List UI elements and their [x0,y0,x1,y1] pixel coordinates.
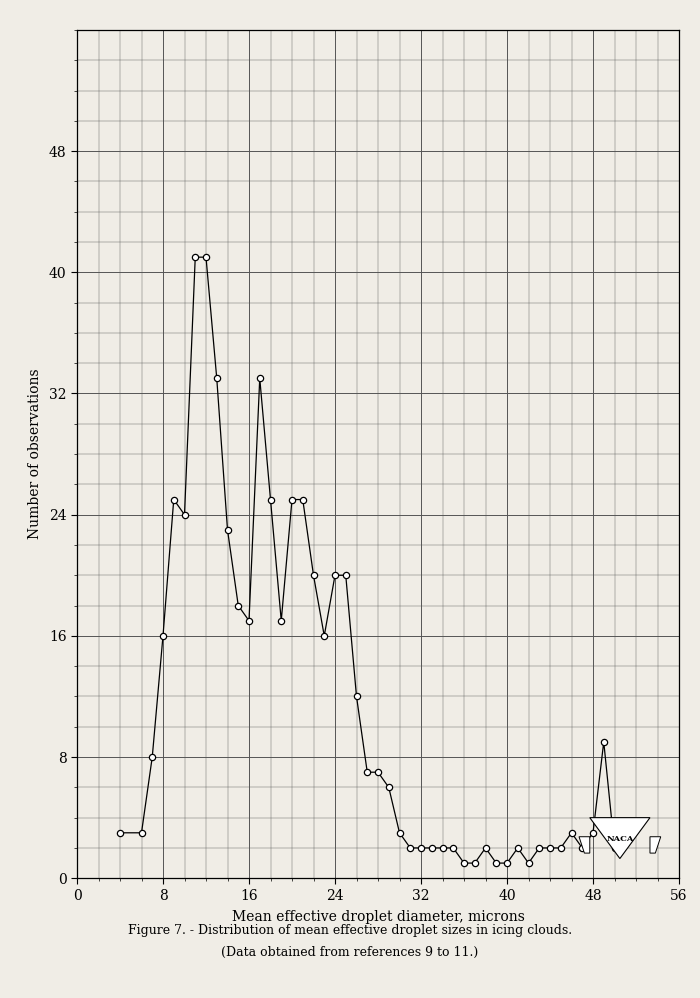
Polygon shape [650,836,661,853]
Text: Figure 7. - Distribution of mean effective droplet sizes in icing clouds.: Figure 7. - Distribution of mean effecti… [128,923,572,937]
X-axis label: Mean effective droplet diameter, microns: Mean effective droplet diameter, microns [232,909,524,923]
Polygon shape [579,836,590,853]
Text: (Data obtained from references 9 to 11.): (Data obtained from references 9 to 11.) [221,945,479,959]
Y-axis label: Number of observations: Number of observations [28,369,42,539]
Polygon shape [590,817,650,858]
Text: NACA: NACA [606,835,634,843]
